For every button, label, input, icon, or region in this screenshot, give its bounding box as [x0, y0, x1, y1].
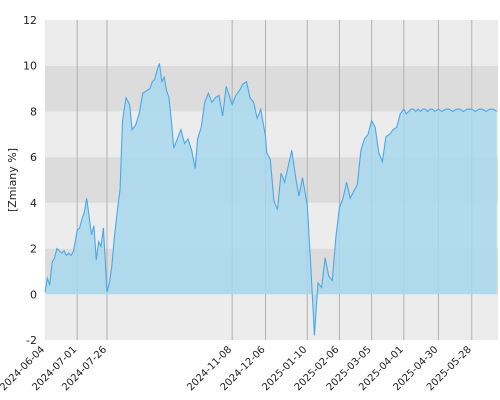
area-layer [44, 63, 498, 336]
y-tick-label: 8 [30, 105, 37, 118]
y-tick-label: 10 [23, 60, 37, 73]
y-tick-label: 4 [30, 197, 37, 210]
y-tick-label: 6 [30, 151, 37, 164]
y-tick-label: 12 [23, 14, 37, 27]
y-tick-label: -2 [26, 334, 37, 347]
series-area-fill [45, 63, 497, 336]
y-tick-label: 2 [30, 243, 37, 256]
series-line [44, 63, 498, 336]
y-axis-label: [Zmiany %] [6, 148, 19, 212]
y-axis-ticks: -2 0 2 4 6 8 10 12 [23, 14, 37, 347]
y-tick-label: 0 [30, 288, 37, 301]
background-band [45, 20, 498, 66]
background-band [45, 65, 498, 112]
background-band [45, 294, 498, 340]
